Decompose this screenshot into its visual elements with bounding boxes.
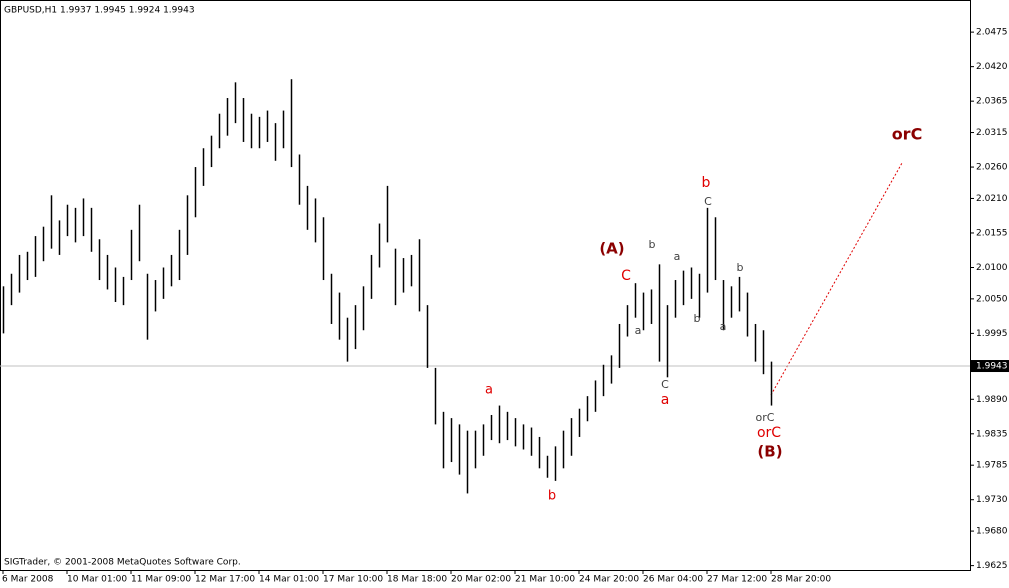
y-tick-label: 2.0475 [976, 28, 1008, 38]
y-tick-label: 2.0050 [976, 294, 1008, 304]
y-tick-label: 2.0210 [976, 194, 1008, 204]
wave-label: b [694, 312, 701, 325]
wave-label: a [720, 320, 727, 333]
y-tick-label: 2.0365 [976, 97, 1008, 107]
y-tick-label: 2.0100 [976, 263, 1008, 273]
wave-label: (A) [599, 240, 624, 258]
chart-title: GBPUSD,H1 1.9937 1.9945 1.9924 1.9943 [4, 6, 195, 16]
wave-label: b [649, 238, 656, 251]
y-tick-label: 2.0155 [976, 228, 1008, 238]
x-tick-label: 12 Mar 17:00 [195, 575, 255, 585]
wave-label: a [485, 383, 493, 398]
wave-label: (B) [757, 443, 782, 461]
plot-frame [0, 0, 971, 571]
wave-label: C [704, 195, 712, 208]
x-tick-label: 14 Mar 01:00 [259, 575, 319, 585]
x-tick-label: 28 Mar 20:00 [771, 575, 831, 585]
x-tick-label: 27 Mar 12:00 [707, 575, 767, 585]
x-tick-label: 20 Mar 02:00 [451, 575, 511, 585]
y-tick-label: 1.9785 [976, 461, 1008, 471]
projection-line [770, 162, 903, 396]
bid-box [971, 360, 1009, 373]
wave-label: C [661, 378, 669, 391]
y-tick-label: 1.9835 [976, 429, 1008, 439]
y-tick-label: 2.0420 [976, 62, 1008, 72]
wave-label: a [661, 392, 670, 408]
wave-label: orC [892, 125, 923, 144]
y-tick-label: 2.0315 [976, 128, 1008, 138]
x-tick-label: 6 Mar 2008 [2, 575, 54, 585]
bid-label: 1.9943 [976, 362, 1008, 372]
y-tick-label: 1.9890 [976, 395, 1008, 405]
wave-label: b [702, 175, 711, 191]
x-tick-label: 17 Mar 10:00 [323, 575, 383, 585]
x-tick-label: 24 Mar 20:00 [579, 575, 639, 585]
wave-label: b [548, 489, 556, 504]
x-tick-label: 26 Mar 04:00 [643, 575, 703, 585]
x-tick-label: 11 Mar 09:00 [131, 575, 191, 585]
x-tick-label: 21 Mar 10:00 [515, 575, 575, 585]
x-tick-label: 18 Mar 18:00 [387, 575, 447, 585]
copyright: SIGTrader, © 2001-2008 MetaQuotes Softwa… [4, 558, 241, 568]
wave-label: C [621, 268, 631, 284]
wave-label: a [674, 250, 681, 263]
y-tick-label: 2.0260 [976, 163, 1008, 173]
wave-label: orC [756, 411, 775, 424]
x-tick-label: 10 Mar 01:00 [67, 575, 127, 585]
wave-label: a [635, 324, 642, 337]
y-tick-label: 1.9680 [976, 527, 1008, 537]
y-tick-label: 1.9625 [976, 561, 1008, 571]
y-tick-label: 1.9995 [976, 329, 1008, 339]
y-tick-label: 1.9730 [976, 495, 1008, 505]
wave-label: b [737, 261, 744, 274]
wave-label: orC [757, 425, 781, 441]
